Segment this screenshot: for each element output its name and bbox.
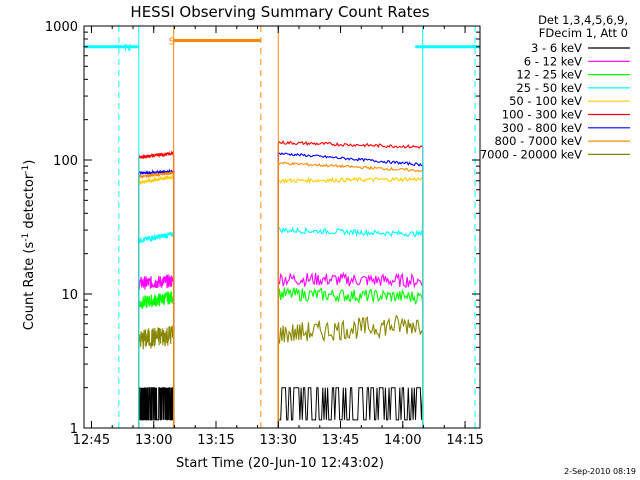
legend-label-0: 3 - 6 keV bbox=[531, 41, 582, 55]
series-line-2-segment-1 bbox=[277, 287, 424, 428]
x-tick-label-0: 12:45 bbox=[73, 433, 110, 448]
x-axis-label: Start Time (20-Jun-10 12:43:02) bbox=[176, 456, 384, 471]
legend-label-2: 12 - 25 keV bbox=[516, 68, 582, 82]
legend-label-5: 100 - 300 keV bbox=[502, 108, 582, 122]
series-line-1-segment-1 bbox=[277, 271, 424, 428]
y-tick-label-2: 100 bbox=[53, 154, 78, 169]
x-tick-label-3: 13:30 bbox=[260, 433, 297, 448]
axes: 12:45 13:00 13:15 13:30 13:45 14:00 14:15 1 10 10… bbox=[45, 20, 484, 448]
legend-label-4: 50 - 100 keV bbox=[509, 94, 582, 108]
legend-label-7: 800 - 7000 keV bbox=[494, 134, 582, 148]
series-line-5-segment-1 bbox=[277, 140, 424, 428]
series-line-3-segment-1 bbox=[277, 226, 424, 428]
y-tick-label-3: 1000 bbox=[45, 20, 78, 35]
series-line-4-segment-1 bbox=[277, 176, 424, 428]
series-line-0-segment-0 bbox=[138, 387, 175, 428]
plot-area: NS bbox=[84, 26, 480, 428]
x-tick-label-2: 13:15 bbox=[197, 433, 234, 448]
x-tick-label-6: 14:15 bbox=[446, 433, 483, 448]
generation-timestamp: 2-Sep-2010 08:19 bbox=[564, 467, 636, 476]
series-line-7-segment-0 bbox=[138, 170, 175, 428]
series-line-7-segment-1 bbox=[277, 161, 424, 428]
legend-label-6: 300 - 800 keV bbox=[502, 121, 582, 135]
y-tick-label-0: 1 bbox=[70, 422, 78, 437]
legend-label-8: 7000 - 20000 keV bbox=[480, 147, 582, 161]
chart-title: HESSI Observing Summary Count Rates bbox=[130, 3, 429, 21]
series-line-0-segment-1 bbox=[277, 387, 424, 428]
flag-label-2: S bbox=[169, 36, 175, 47]
series-line-2-segment-0 bbox=[138, 291, 175, 428]
series-line-8-segment-0 bbox=[138, 325, 175, 428]
legend-label-1: 6 - 12 keV bbox=[524, 54, 582, 68]
x-tick-label-1: 13:00 bbox=[135, 433, 172, 448]
plot-frame bbox=[83, 25, 481, 429]
flag-label-0: N bbox=[124, 43, 131, 54]
series-line-6-segment-1 bbox=[277, 151, 424, 428]
series-line-8-segment-1 bbox=[277, 314, 424, 428]
series-line-1-segment-0 bbox=[138, 274, 175, 428]
series-line-4-segment-0 bbox=[138, 174, 175, 428]
x-tick-label-4: 13:45 bbox=[322, 433, 359, 448]
y-axis-label: Count Rate (s-1 detector-1) bbox=[21, 160, 37, 331]
series-line-3-segment-0 bbox=[138, 231, 175, 428]
x-tick-label-5: 14:00 bbox=[384, 433, 421, 448]
legend-label-3: 25 - 50 keV bbox=[516, 81, 582, 95]
legend-header-line-1: Det 1,3,4,5,6,9, bbox=[538, 13, 628, 27]
legend: Det 1,3,4,5,6,9, FDecim 1, Att 0 3 - 6 k… bbox=[480, 13, 630, 161]
y-tick-label-1: 10 bbox=[61, 288, 78, 303]
series-line-5-segment-0 bbox=[138, 150, 175, 428]
legend-header-line-2: FDecim 1, Att 0 bbox=[539, 26, 628, 40]
